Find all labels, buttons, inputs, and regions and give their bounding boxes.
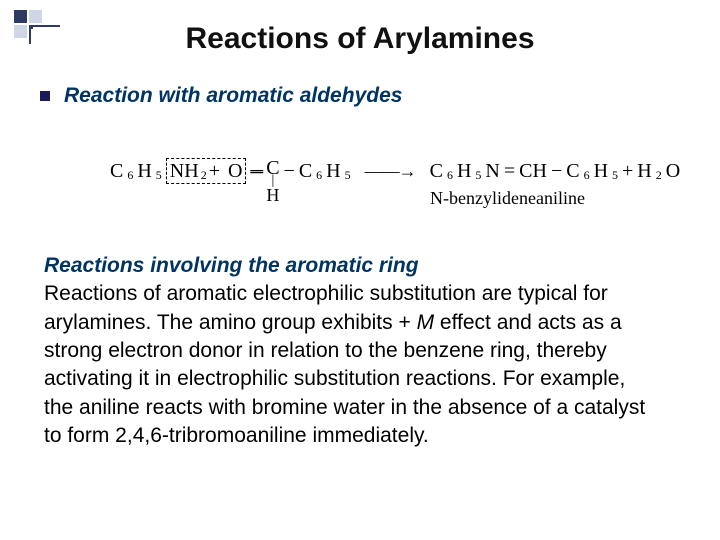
eq-text: H <box>594 160 608 183</box>
eq-sub: 6 <box>316 168 322 183</box>
eq-text: H <box>266 186 279 204</box>
eq-text: = <box>504 160 515 183</box>
eq-sub: 5 <box>475 168 481 183</box>
eq-text: + <box>209 160 220 183</box>
reaction-equation: C6H5 NH2+ O ── C | H − C6H5 ――→ C6H5N=CH… <box>110 148 630 194</box>
eq-text: C <box>299 160 312 183</box>
page-title: Reactions of Arylamines <box>0 22 720 56</box>
eq-sub: 5 <box>345 168 351 183</box>
eq-text: H <box>137 160 151 183</box>
dashed-group: NH2+ O <box>166 158 247 184</box>
eq-text: H <box>457 160 471 183</box>
eq-text: C <box>430 160 443 183</box>
bullet-text: Reaction with aromatic aldehydes <box>64 84 402 108</box>
eq-sub: 6 <box>127 168 133 183</box>
eq-sub: 6 <box>447 168 453 183</box>
eq-text: H <box>326 160 340 183</box>
eq-text: CH <box>519 160 547 183</box>
double-bond-icon: ── <box>250 169 262 173</box>
carbon-h-branch: C | H <box>266 158 279 204</box>
body-subheading: Reactions involving the aromatic ring <box>44 254 419 277</box>
reaction-arrow-icon: ――→ <box>355 161 426 182</box>
equation-caption: N-benzylideneaniline <box>430 188 585 209</box>
eq-text: C <box>566 160 579 183</box>
eq-text: C <box>110 160 123 183</box>
body-text: Reactions involving the aromatic ring Re… <box>44 252 656 450</box>
eq-text: N <box>485 160 499 183</box>
eq-text: NH <box>170 160 199 183</box>
eq-text: O <box>666 160 680 183</box>
eq-sub: 6 <box>584 168 590 183</box>
eq-sub: 5 <box>156 168 162 183</box>
square-bullet-icon <box>40 91 50 101</box>
eq-sub: 2 <box>656 168 662 183</box>
eq-text: O <box>228 160 242 183</box>
body-em: M <box>417 311 435 334</box>
slide: Reactions of Arylamines Reaction with ar… <box>0 0 720 540</box>
eq-text: − <box>551 160 562 183</box>
bullet-row: Reaction with aromatic aldehydes <box>40 84 402 108</box>
eq-text: + <box>622 160 633 183</box>
eq-text: H <box>637 160 651 183</box>
eq-text: − <box>284 160 295 183</box>
eq-sub: 5 <box>612 168 618 183</box>
eq-sub: 2 <box>201 168 207 183</box>
